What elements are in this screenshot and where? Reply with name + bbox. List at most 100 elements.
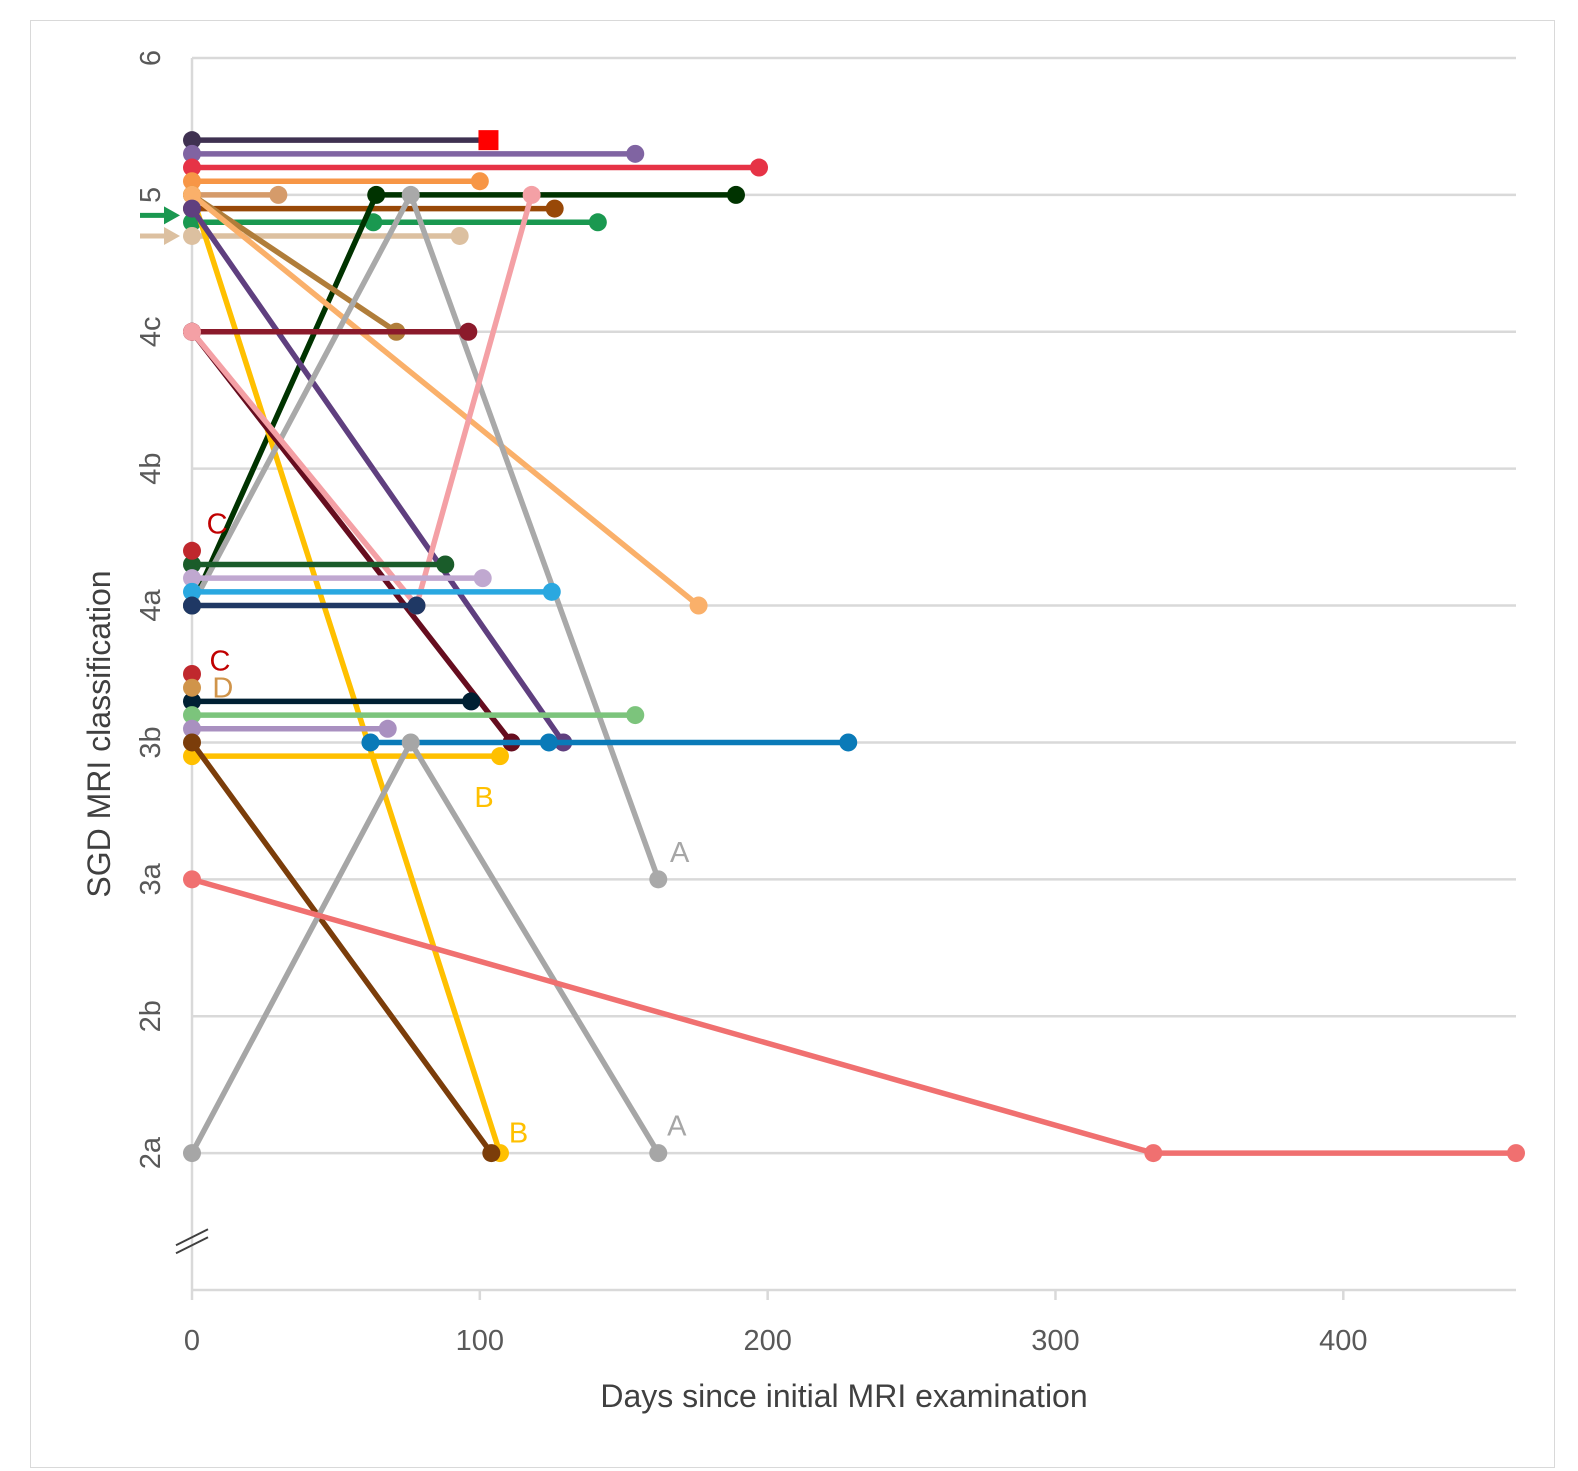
series-27-point-1 (183, 733, 201, 752)
series-29-point-3 (1507, 1144, 1525, 1163)
series-21-point-2 (407, 596, 426, 615)
series-14 (183, 185, 668, 889)
series-15 (183, 322, 478, 341)
series-12 (183, 185, 708, 615)
series-27 (183, 733, 501, 1163)
series-3 (183, 158, 769, 177)
series-9-line (189, 192, 739, 609)
y-tick-label-5: 5 (135, 187, 167, 203)
series-12-line (189, 192, 702, 609)
single-point-1 (183, 541, 201, 560)
x-tick-label-300: 300 (1031, 1325, 1079, 1357)
series-9-point-2 (367, 185, 386, 204)
series-2 (183, 144, 645, 163)
series-21 (183, 596, 426, 615)
series-28-point-1 (183, 1144, 201, 1163)
series-8 (183, 226, 469, 245)
series-23-point-1 (183, 706, 201, 725)
series-23 (183, 706, 645, 725)
series-14-point-2 (401, 185, 420, 204)
annotation-D-3: D (212, 673, 233, 705)
series-23-point-2 (626, 706, 645, 725)
series-14-line (189, 192, 662, 883)
y-axis-title: SGD MRI classification (81, 570, 117, 897)
series-28 (183, 733, 668, 1163)
series-19-point-2 (473, 569, 492, 588)
axis-break-mark-2 (175, 1236, 209, 1255)
arrow-marker-1 (140, 206, 180, 225)
series-18-point-2 (436, 555, 455, 574)
annotation-B-5: B (509, 1118, 528, 1150)
series-27-point-2 (482, 1144, 501, 1163)
arrow-head-1 (164, 206, 180, 225)
annotation-B-4: B (474, 782, 493, 814)
series-24-point-1 (183, 719, 201, 738)
series-27-line (189, 739, 495, 1156)
labels-layer: 0 100 200 300 400 2a 2b 3a 3b 4a 4b 4c 5 6 Days since … (81, 50, 1367, 1414)
series-8-point-2 (450, 226, 469, 245)
series-4-point-1 (183, 172, 201, 191)
series-3-point-1 (183, 158, 201, 177)
series-29-point-1 (183, 870, 201, 889)
x-tick-label-100: 100 (456, 1325, 504, 1357)
y-tick-label-3b: 3b (135, 726, 167, 758)
series-18 (183, 555, 455, 574)
series-14-point-3 (649, 870, 668, 889)
y-tick-label-4c: 4c (135, 316, 167, 347)
series-8-point-1 (183, 226, 201, 245)
series-19-point-1 (183, 569, 201, 588)
series-21-point-1 (183, 596, 201, 615)
x-tick-label-200: 200 (743, 1325, 791, 1357)
series-26 (183, 747, 509, 766)
series-11-line (189, 192, 400, 335)
series-1 (183, 130, 499, 151)
series-19 (183, 569, 492, 588)
y-tick-label-2b: 2b (135, 1000, 167, 1032)
series-25-point-1 (361, 733, 380, 752)
single-point-3 (183, 678, 201, 697)
series-4 (183, 172, 489, 191)
annotation-C-2: C (210, 645, 231, 677)
series-9-point-3 (726, 185, 745, 204)
series-5-point-2 (269, 185, 288, 204)
series-4-point-2 (470, 172, 489, 191)
series-12-point-2 (689, 596, 708, 615)
x-tick-label-400: 400 (1319, 1325, 1367, 1357)
y-tick-label-3a: 3a (135, 862, 167, 895)
series-29-point-2 (1144, 1144, 1163, 1163)
arrow-marker-2 (140, 226, 180, 245)
series-22 (183, 692, 481, 711)
annotation-A-7: A (667, 1111, 687, 1143)
series-20-point-1 (183, 582, 201, 601)
series-12-point-1 (183, 185, 201, 204)
series-25-point-3 (839, 733, 858, 752)
axis-break-mark-1 (175, 1228, 209, 1247)
series-20 (183, 582, 561, 601)
single-point-2 (183, 665, 201, 683)
series-25 (361, 733, 858, 752)
series-22-point-2 (462, 692, 481, 711)
series-26-point-2 (490, 747, 509, 766)
series-25-point-2 (539, 733, 558, 752)
series-18-point-1 (183, 555, 201, 574)
series-15-point-2 (459, 322, 478, 341)
y-tick-label-4b: 4b (135, 453, 167, 485)
series-24 (183, 719, 397, 738)
axes (175, 58, 1516, 1300)
series-13-point-1 (183, 199, 201, 218)
series-22-point-1 (183, 692, 201, 711)
series-2-point-2 (626, 144, 645, 163)
series-9 (183, 185, 745, 615)
series-20-point-2 (542, 582, 561, 601)
x-axis-title: Days since initial MRI examination (600, 1378, 1087, 1414)
series-28-point-2 (401, 733, 420, 752)
series-2-point-1 (183, 144, 201, 163)
series-17-point-1 (183, 322, 201, 341)
series-24-point-2 (378, 719, 397, 738)
series-17-point-3 (522, 185, 541, 204)
series-layer (183, 130, 1525, 1163)
series-7-point-3 (588, 213, 607, 232)
annotation-C-1: C (207, 508, 228, 540)
